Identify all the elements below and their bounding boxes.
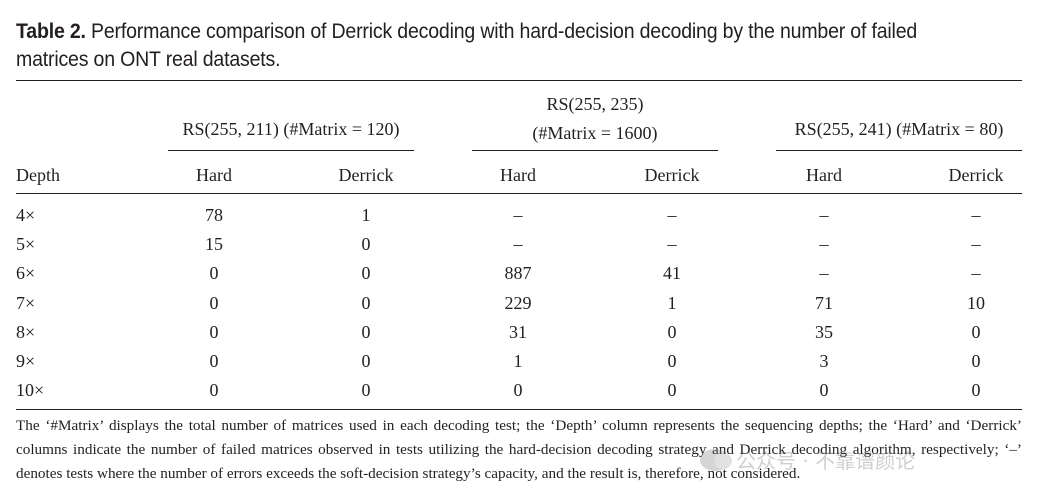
table-cell-hard-235: 229 [504, 292, 532, 313]
table-cell-hard-235: 887 [504, 263, 532, 284]
table-cell-hard-235: 0 [513, 380, 523, 401]
col-header-hard-241: Hard [806, 165, 842, 185]
table-cell-depth: 7× [16, 292, 36, 313]
table-footnote: The ‘#Matrix’ displays the total number … [16, 417, 1022, 482]
wechat-icon [700, 448, 732, 471]
watermark-text: 公众号 · 不靠谱颜论 [736, 449, 916, 473]
table-cell-hard-241: – [819, 234, 829, 255]
col-header-derrick-211: Derrick [338, 165, 394, 185]
group-header-rs235: RS(255, 235) (#Matrix = 1600) [472, 90, 718, 148]
table-cell-hard-235: 1 [513, 351, 523, 371]
table-cell-derrick-241: 0 [971, 380, 981, 401]
col-header-depth: Depth [16, 165, 60, 185]
table-cell-hard-211: 0 [209, 380, 219, 401]
table-cell-hard-211: 15 [205, 234, 223, 255]
table-cell-derrick-235: 0 [667, 380, 677, 401]
table-cell-hard-211: 0 [209, 292, 219, 313]
table-cell-hard-241: – [819, 205, 829, 225]
table-cell-derrick-211: 0 [361, 380, 371, 401]
group-rule-rs235 [472, 150, 718, 151]
table-cell-derrick-235: 41 [663, 263, 681, 284]
table-cell-hard-241: – [819, 263, 829, 284]
table-cell-derrick-211: 0 [361, 351, 371, 371]
table-cell-hard-211: 78 [205, 205, 223, 225]
table-cell-derrick-211: 0 [361, 292, 371, 313]
table-cell-hard-211: 0 [209, 263, 219, 284]
table-cell-depth: 8× [16, 321, 36, 342]
group-header-rs235-line2: (#Matrix = 1600) [532, 123, 658, 143]
watermark: 公众号 · 不靠谱颜论 [700, 445, 915, 474]
table-cell-derrick-241: 0 [971, 351, 981, 371]
table-cell-derrick-241: 0 [971, 321, 981, 342]
table-cell-derrick-211: 0 [361, 263, 371, 284]
table-cell-derrick-211: 0 [361, 234, 371, 255]
table-cell-derrick-235: – [667, 234, 677, 255]
table-cell-derrick-235: – [667, 205, 677, 225]
group-header-rs241-line1: RS(255, 241) (#Matrix = 80) [794, 119, 1004, 139]
group-header-rs211: RS(255, 211) (#Matrix = 120) [168, 119, 414, 140]
table-caption: Table 2. Performance comparison of Derri… [16, 18, 955, 74]
table-header-rule [16, 193, 1022, 194]
table-bottom-rule [16, 409, 1022, 410]
table-cell-hard-241: 0 [819, 380, 829, 401]
table-cell-hard-211: 0 [209, 321, 219, 342]
group-header-rs235-line1: RS(255, 235) [546, 94, 644, 114]
table-cell-derrick-235: 0 [667, 351, 677, 371]
table-cell-derrick-235: 0 [667, 321, 677, 342]
table-cell-derrick-235: 1 [667, 292, 677, 313]
table-cell-hard-211: 0 [209, 351, 219, 371]
table-cell-hard-241: 3 [819, 351, 829, 371]
col-header-derrick-235: Derrick [644, 165, 700, 185]
table-cell-hard-241: 35 [815, 321, 833, 342]
table-cell-depth: 4× [16, 205, 36, 225]
caption-label: Table 2. [16, 20, 86, 43]
table-cell-hard-241: 71 [815, 292, 833, 313]
table-cell-depth: 10× [16, 380, 45, 401]
group-rule-rs241 [776, 150, 1022, 151]
col-header-hard-235: Hard [500, 165, 536, 185]
table-cell-derrick-241: – [971, 205, 981, 225]
table-cell-hard-235: 31 [509, 321, 527, 342]
group-header-rs211-line1: RS(255, 211) (#Matrix = 120) [182, 119, 400, 139]
table-cell-hard-235: – [513, 205, 523, 225]
caption-text: Performance comparison of Derrick decodi… [16, 20, 918, 71]
table-cell-derrick-211: 1 [361, 205, 371, 225]
table-cell-derrick-211: 0 [361, 321, 371, 342]
col-header-derrick-241: Derrick [948, 165, 1004, 185]
table-top-rule [16, 80, 1022, 81]
table-cell-derrick-241: – [971, 234, 981, 255]
table-cell-depth: 5× [16, 234, 36, 255]
table-cell-depth: 9× [16, 351, 36, 371]
table-cell-derrick-241: – [971, 263, 981, 284]
table-cell-derrick-241: 10 [967, 292, 985, 313]
group-rule-rs211 [168, 150, 414, 151]
table-cell-hard-235: – [513, 234, 523, 255]
group-header-rs241: RS(255, 241) (#Matrix = 80) [776, 119, 1022, 140]
col-header-hard-211: Hard [196, 165, 232, 185]
table-cell-depth: 6× [16, 263, 36, 284]
